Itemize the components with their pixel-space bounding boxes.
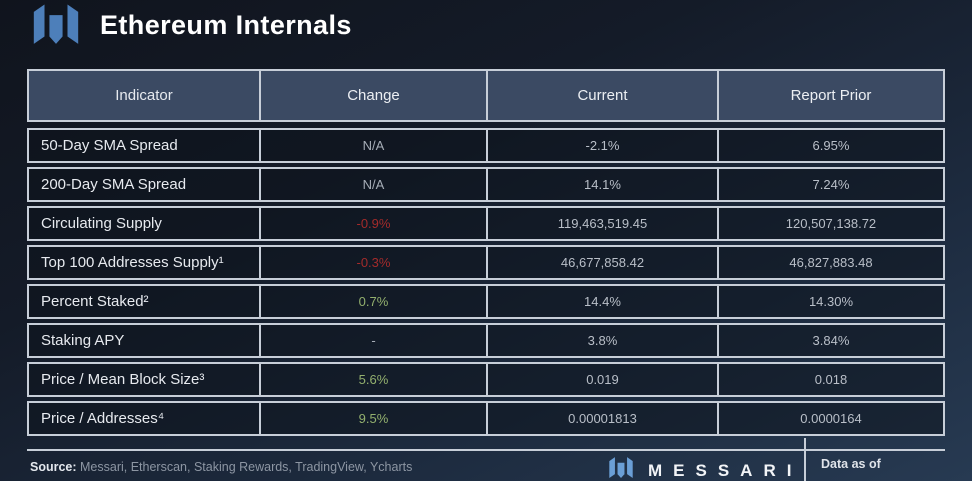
table-row: Circulating Supply -0.9% 119,463,519.45 … xyxy=(27,206,945,241)
prior-cell: 46,827,883.48 xyxy=(716,247,943,278)
column-header-current: Current xyxy=(486,71,717,120)
table-row: Percent Staked² 0.7% 14.4% 14.30% xyxy=(27,284,945,319)
title-bar: Ethereum Internals xyxy=(30,0,352,50)
messari-brand: MESSARI xyxy=(608,453,802,481)
source-text: Messari, Etherscan, Staking Rewards, Tra… xyxy=(76,460,413,474)
indicator-cell: Staking APY xyxy=(41,332,125,349)
page-title: Ethereum Internals xyxy=(100,9,352,40)
column-header-report-prior: Report Prior xyxy=(716,71,943,120)
change-cell: -0.3% xyxy=(258,247,486,278)
source-label: Source: xyxy=(30,460,77,474)
indicator-cell: Percent Staked² xyxy=(41,293,149,310)
current-cell: 46,677,858.42 xyxy=(486,247,717,278)
indicator-cell: Top 100 Addresses Supply¹ xyxy=(41,254,224,271)
change-cell: N/A xyxy=(258,130,486,161)
table-row: Price / Mean Block Size³ 5.6% 0.019 0.01… xyxy=(27,362,945,397)
column-header-change: Change xyxy=(258,71,486,120)
indicator-cell: Price / Addresses⁴ xyxy=(41,410,165,427)
table-row: 50-Day SMA Spread N/A -2.1% 6.95% xyxy=(27,128,945,163)
prior-cell: 0.0000164 xyxy=(716,403,943,434)
footer-vertical-divider xyxy=(804,438,806,481)
current-cell: 0.00001813 xyxy=(486,403,717,434)
prior-cell: 120,507,138.72 xyxy=(716,208,943,239)
ethereum-internals-table: Indicator Change Current Report Prior 50… xyxy=(27,69,945,436)
indicator-cell: Price / Mean Block Size³ xyxy=(41,371,205,388)
table-row: Price / Addresses⁴ 9.5% 0.00001813 0.000… xyxy=(27,401,945,436)
indicator-cell: Circulating Supply xyxy=(41,215,162,232)
column-header-indicator: Indicator xyxy=(115,87,173,104)
change-cell: 0.7% xyxy=(258,286,486,317)
current-cell: 14.1% xyxy=(486,169,717,200)
change-cell: -0.9% xyxy=(258,208,486,239)
current-cell: 14.4% xyxy=(486,286,717,317)
table-row: 200-Day SMA Spread N/A 14.1% 7.24% xyxy=(27,167,945,202)
change-cell: 5.6% xyxy=(258,364,486,395)
messari-logo-icon xyxy=(33,4,79,44)
messari-logo-icon-small xyxy=(609,457,633,478)
source-line: Source: Messari, Etherscan, Staking Rewa… xyxy=(30,460,412,474)
current-cell: 0.019 xyxy=(486,364,717,395)
current-cell: 119,463,519.45 xyxy=(486,208,717,239)
prior-cell: 0.018 xyxy=(716,364,943,395)
table-header-row: Indicator Change Current Report Prior xyxy=(27,69,945,122)
indicator-cell: 50-Day SMA Spread xyxy=(41,137,178,154)
messari-wordmark: MESSARI xyxy=(648,461,803,480)
table-row: Top 100 Addresses Supply¹ -0.3% 46,677,8… xyxy=(27,245,945,280)
change-cell: 9.5% xyxy=(258,403,486,434)
prior-cell: 3.84% xyxy=(716,325,943,356)
prior-cell: 14.30% xyxy=(716,286,943,317)
table-row: Staking APY - 3.8% 3.84% xyxy=(27,323,945,358)
prior-cell: 7.24% xyxy=(716,169,943,200)
prior-cell: 6.95% xyxy=(716,130,943,161)
current-cell: -2.1% xyxy=(486,130,717,161)
current-cell: 3.8% xyxy=(486,325,717,356)
footer-divider xyxy=(27,449,945,451)
change-cell: N/A xyxy=(258,169,486,200)
indicator-cell: 200-Day SMA Spread xyxy=(41,176,187,193)
change-cell: - xyxy=(258,325,486,356)
data-as-of-label: Data as of xyxy=(821,457,881,471)
